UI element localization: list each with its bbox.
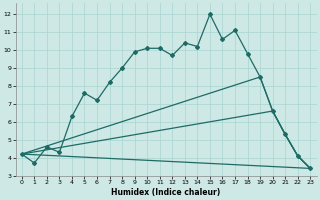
X-axis label: Humidex (Indice chaleur): Humidex (Indice chaleur) — [111, 188, 221, 197]
